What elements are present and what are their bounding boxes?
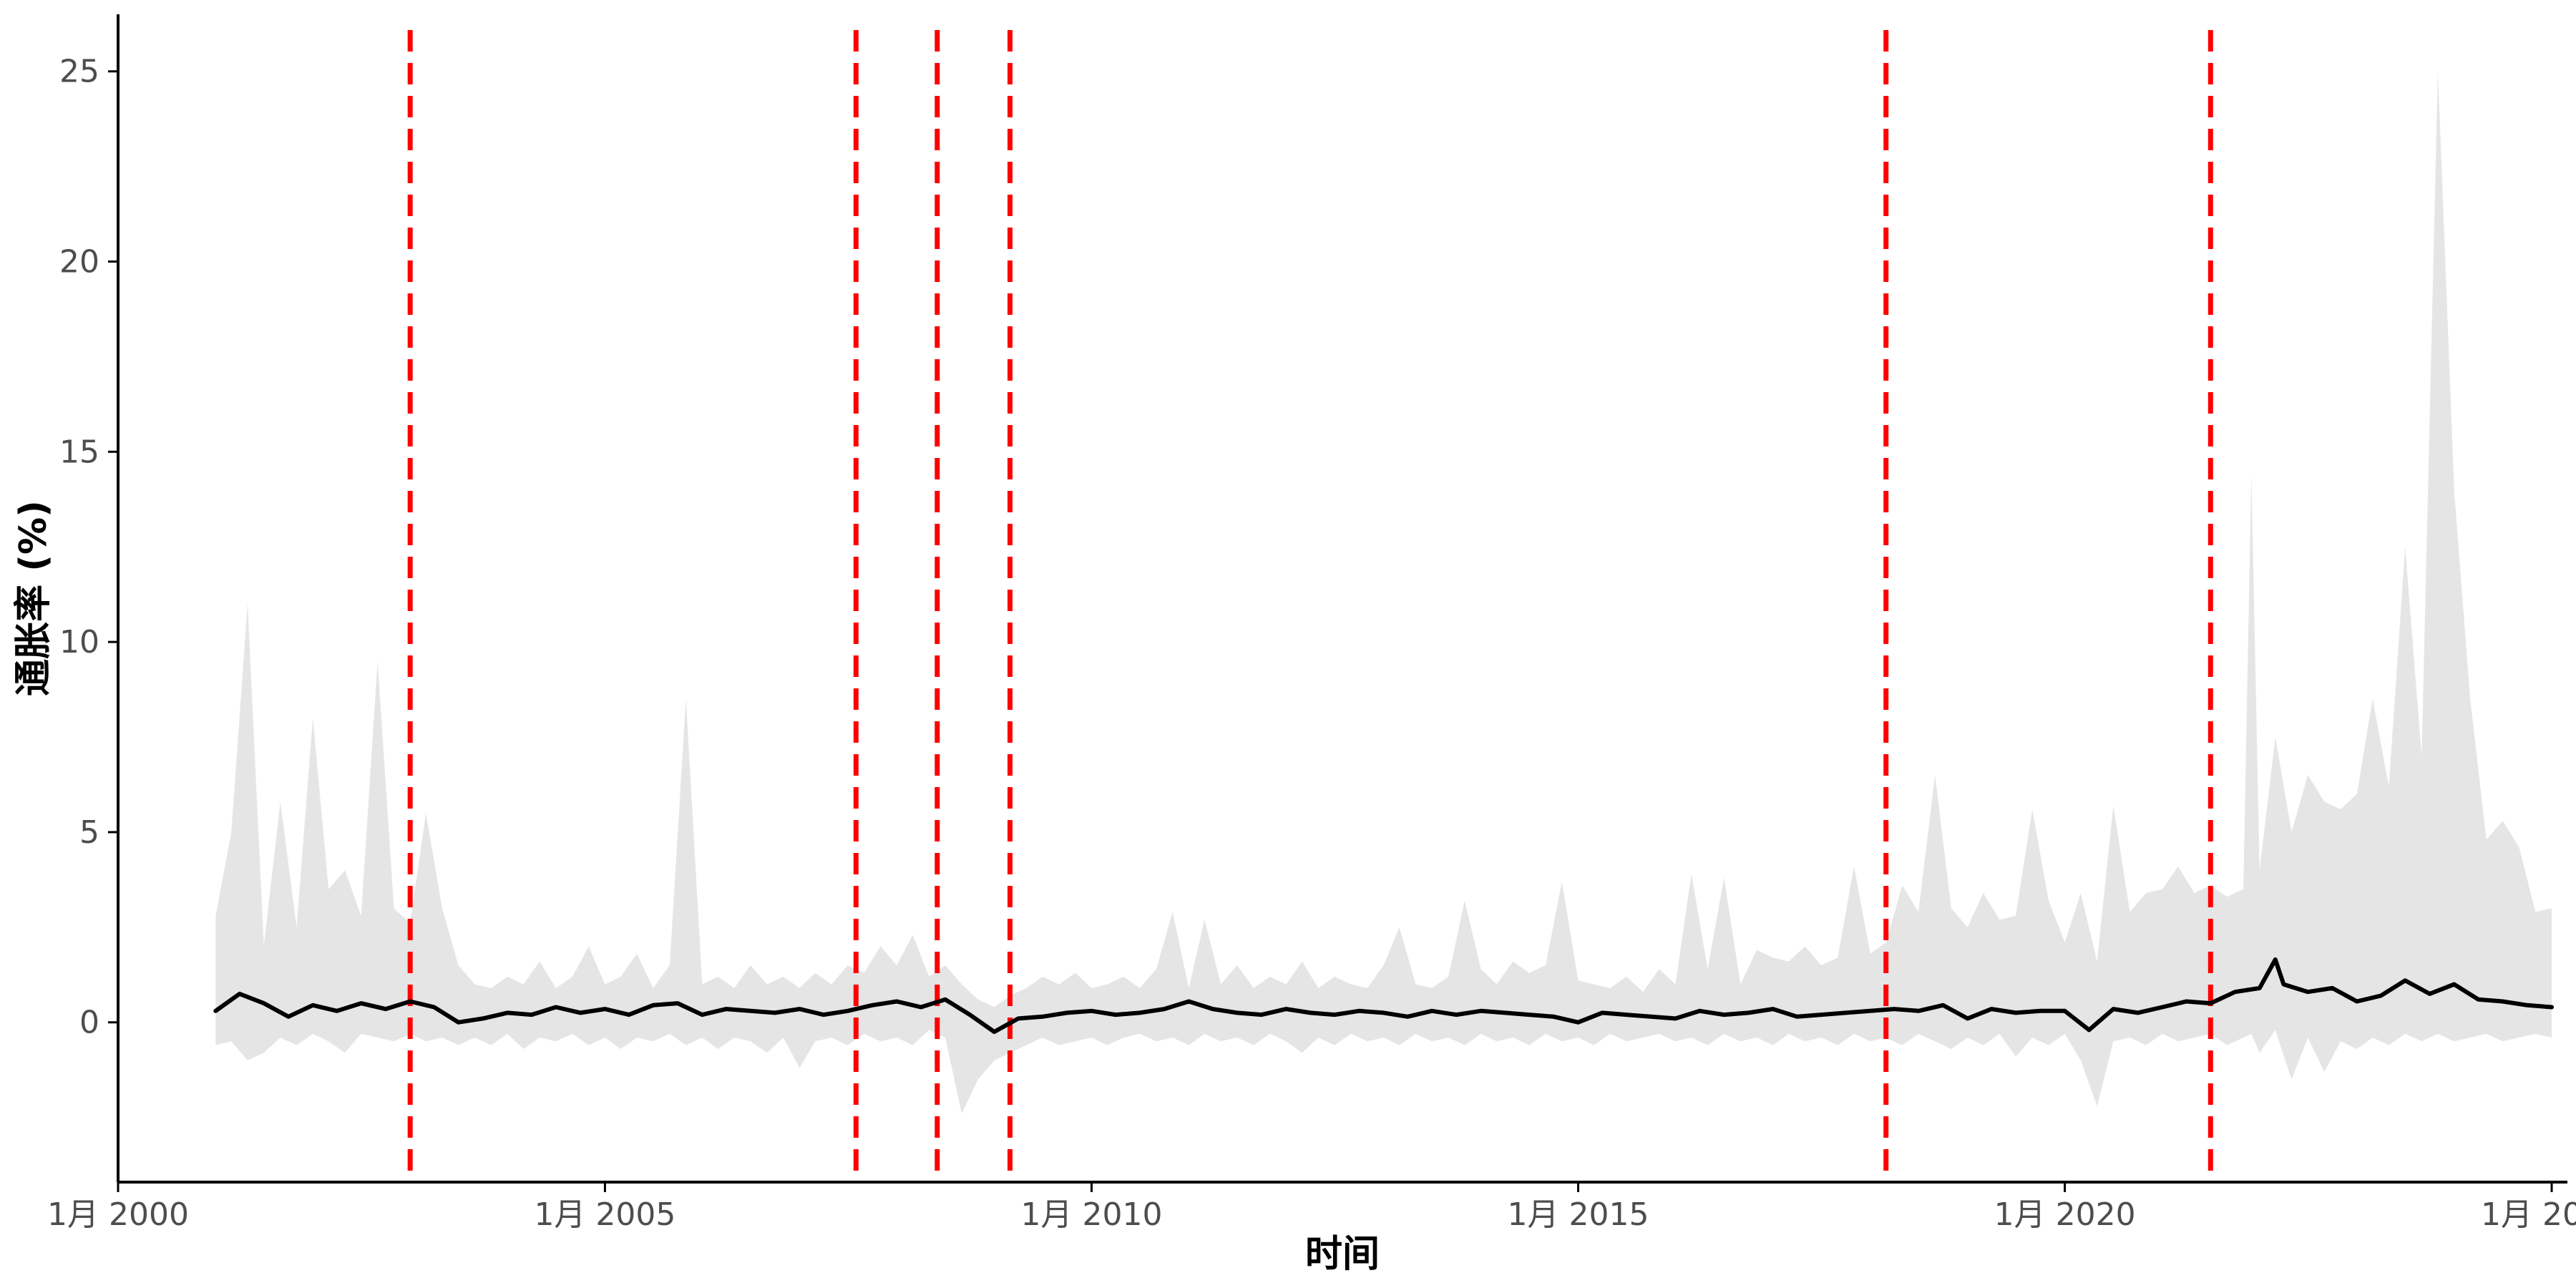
median-line-layer <box>213 957 2554 1034</box>
y-tick-label: 0 <box>79 1005 99 1041</box>
range-band-layer <box>215 71 2552 1114</box>
y-tick-label: 5 <box>79 814 99 851</box>
y-tick-label: 10 <box>59 624 99 660</box>
event-lines-layer <box>407 30 2213 1182</box>
median-inflation-line <box>213 957 2554 1034</box>
x-tick-label: 1月 2000 <box>47 1196 189 1233</box>
y-tick-label: 15 <box>59 434 99 470</box>
x-tick-label: 1月 2015 <box>1508 1196 1649 1233</box>
range-band-area <box>215 71 2552 1114</box>
y-tick-label: 20 <box>59 244 99 280</box>
y-axis-title: 通胀率 (%) <box>12 500 55 696</box>
y-tick-label: 25 <box>59 54 99 90</box>
x-tick-label: 1月 2005 <box>534 1196 675 1233</box>
y-ticks-layer: 0 5 10 15 20 25 <box>59 54 118 1041</box>
x-ticks-layer: 1月 2000 1月 2005 1月 2010 1月 2015 1月 2020 1月 20… <box>47 1182 2576 1233</box>
axes-layer <box>117 14 2567 1184</box>
x-tick-label: 1月 2020 <box>1994 1196 2136 1233</box>
x-axis-title: 时间 <box>1305 1233 1380 1276</box>
x-tick-label: 1月 2010 <box>1021 1196 1163 1233</box>
